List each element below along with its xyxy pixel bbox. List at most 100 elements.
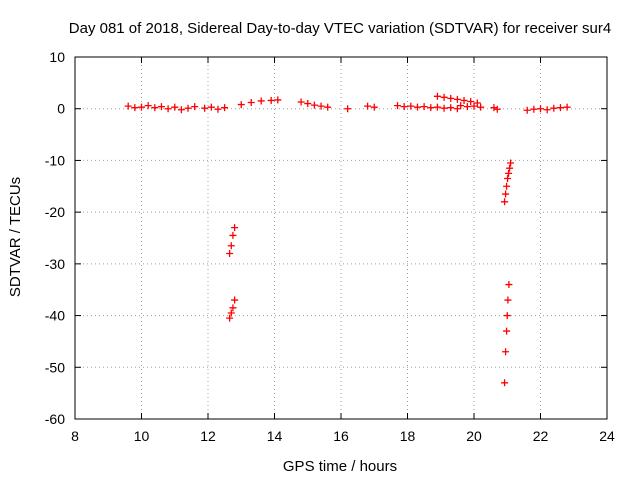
data-point: [467, 97, 475, 105]
data-point: [501, 198, 509, 206]
data-point: [157, 103, 165, 111]
data-point: [506, 164, 514, 172]
data-point: [151, 104, 159, 112]
y-tick-label: 10: [49, 49, 65, 65]
data-point: [370, 103, 378, 111]
plot-frame: [74, 56, 608, 420]
data-point: [420, 103, 428, 111]
data-point: [503, 312, 511, 320]
series-arc-e: [237, 96, 282, 109]
data-point: [505, 169, 513, 177]
data-point: [227, 309, 235, 317]
data-point: [227, 242, 235, 250]
data-point: [447, 94, 455, 102]
x-tick-label: 20: [466, 428, 482, 444]
data-point: [229, 304, 237, 312]
data-point: [138, 103, 145, 111]
series-arc-n: [501, 281, 513, 387]
data-point: [502, 190, 510, 198]
y-tick-label: -30: [45, 256, 65, 272]
data-point: [502, 348, 510, 356]
data-point: [226, 250, 234, 258]
y-tick-label: -20: [45, 204, 65, 220]
data-point: [324, 103, 332, 111]
x-tick-label: 12: [200, 428, 216, 444]
data-point: [493, 105, 501, 113]
data-point: [164, 105, 172, 113]
data-point: [400, 103, 408, 111]
y-tick-label: -40: [45, 308, 65, 324]
x-tick-label: 24: [599, 428, 615, 444]
data-point: [504, 175, 512, 183]
series-arc-c: [226, 224, 239, 258]
tick-labels: 8 10 12 14 16 18 20 22 24 10 0 -10 -20 -30 -40 -50 -60: [45, 49, 615, 444]
data-point: [543, 106, 551, 114]
data-point: [247, 99, 255, 107]
data-point: [231, 296, 239, 304]
y-tick-label: -10: [45, 152, 65, 168]
data-point: [267, 96, 275, 104]
series-arc-j: [433, 92, 481, 107]
series-arc-l: [490, 104, 501, 113]
data-point: [124, 102, 132, 110]
x-tick-label: 10: [134, 428, 150, 444]
data-point: [317, 102, 325, 110]
data-point: [221, 104, 229, 112]
y-axis-label: SDTVAR / TECUs: [7, 177, 24, 297]
series-arc-b: [201, 103, 229, 113]
data-point: [201, 104, 209, 112]
data-point: [177, 106, 185, 114]
data-point: [433, 103, 441, 111]
data-point: [501, 379, 509, 387]
data-point: [237, 101, 245, 109]
data-point: [447, 104, 455, 112]
data-point: [184, 104, 192, 112]
series-arc-f: [297, 98, 332, 111]
data-point: [470, 102, 478, 110]
data-point: [460, 96, 468, 104]
data-point: [505, 281, 513, 289]
data-point: [507, 159, 515, 167]
data-point: [297, 98, 305, 106]
data-point: [364, 102, 372, 110]
data-point: [503, 327, 511, 335]
data-point: [537, 105, 544, 113]
data-point: [274, 96, 282, 104]
x-tick-label: 16: [333, 428, 349, 444]
series-arc-h: [364, 102, 378, 111]
data-point: [413, 103, 421, 111]
data-point: [144, 102, 152, 110]
x-tick-label: 14: [267, 428, 283, 444]
data-point: [563, 103, 571, 111]
y-tick-label: -50: [45, 359, 65, 375]
data-point: [463, 103, 471, 111]
chart-title: Day 081 of 2018, Sidereal Day-to-day VTE…: [69, 20, 611, 37]
data-point: [304, 100, 312, 108]
y-tick-label: 0: [57, 101, 65, 117]
data-point: [131, 104, 139, 112]
x-tick-label: 22: [533, 428, 549, 444]
data-point: [477, 103, 485, 111]
data-point: [523, 106, 531, 114]
data-point: [440, 104, 448, 112]
series-arc-k: [457, 102, 485, 111]
data-point: [503, 182, 511, 190]
series-arc-g: [344, 105, 352, 113]
data-point: [440, 93, 448, 101]
grid-lines: [75, 57, 607, 419]
data-point: [550, 104, 558, 112]
series-arc-m: [501, 159, 515, 206]
data-point: [171, 103, 179, 111]
data-point: [504, 296, 512, 304]
data-point: [229, 231, 237, 239]
data-points: [124, 92, 571, 387]
data-point: [310, 101, 318, 109]
data-point: [191, 103, 199, 111]
series-arc-o: [523, 103, 571, 114]
data-point: [427, 104, 435, 112]
x-tick-label: 8: [71, 428, 79, 444]
series-arc-d: [226, 296, 239, 322]
data-point: [433, 92, 441, 100]
y-tick-label: -60: [45, 411, 65, 427]
series-arc-i: [394, 102, 461, 113]
